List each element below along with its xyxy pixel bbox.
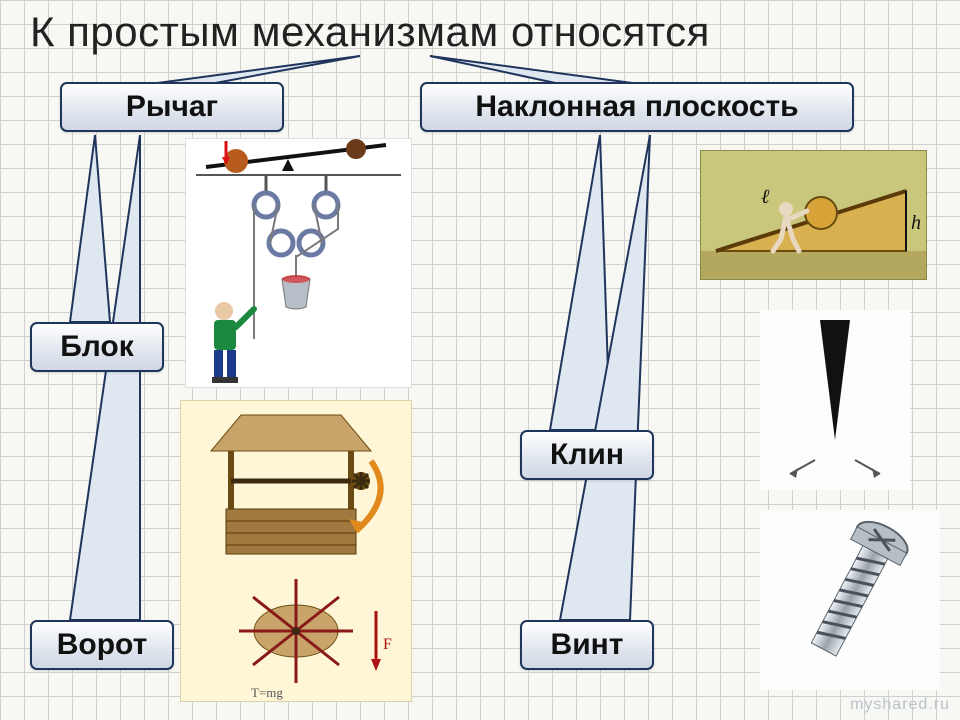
label-lever: Рычаг	[60, 82, 284, 132]
panel-screw	[760, 510, 940, 690]
slide-title: К простым механизмам относятся	[30, 8, 710, 56]
panel-pulley	[185, 138, 412, 388]
pulley-illustration	[186, 139, 411, 387]
wedge-illustration	[760, 310, 910, 490]
label-incline: Наклонная плоскость	[420, 82, 854, 132]
panel-windlass: F T=mg	[180, 400, 412, 702]
label-windlass: Ворот	[30, 620, 174, 670]
svg-text:F: F	[383, 636, 392, 653]
label-screw: Винт	[520, 620, 654, 670]
slide-stage: К простым механизмам относятся Рычаг Нак…	[0, 0, 960, 720]
label-wedge: Клин	[520, 430, 654, 480]
incline-illustration: ℓ h	[701, 151, 926, 279]
watermark: myshared.ru	[850, 696, 950, 714]
panel-incline: ℓ h	[700, 150, 927, 280]
svg-text:h: h	[911, 212, 921, 234]
screw-illustration	[760, 510, 940, 690]
label-block: Блок	[30, 322, 164, 372]
panel-wedge	[760, 310, 910, 490]
svg-text:ℓ: ℓ	[761, 186, 770, 208]
svg-text:T=mg: T=mg	[251, 685, 283, 700]
windlass-illustration: F T=mg	[181, 401, 411, 701]
